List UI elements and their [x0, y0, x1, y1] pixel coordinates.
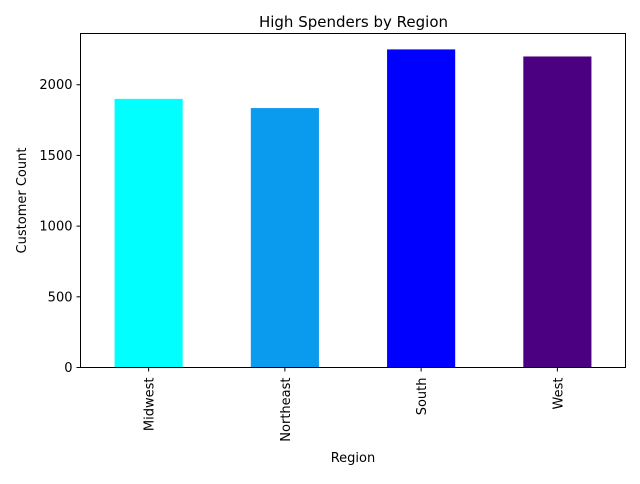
x-tick-label: West: [551, 378, 566, 410]
bar-south: [387, 49, 456, 368]
x-tick-label: South: [415, 378, 430, 416]
y-axis-title: Customer Count: [15, 148, 30, 254]
y-axis-ticks: 0 500 1000 1500 2000: [39, 78, 81, 376]
y-tick-label: 1500: [39, 149, 72, 164]
bars-layer: [114, 49, 592, 368]
x-tick-label: Northeast: [279, 378, 294, 442]
y-tick-label: 2000: [39, 78, 72, 93]
x-axis-title: Region: [331, 451, 376, 466]
bar-midwest: [114, 98, 183, 368]
y-tick-label: 1000: [39, 220, 72, 235]
chart-title: High Spenders by Region: [259, 13, 448, 31]
x-axis-ticks: Midwest Northeast South West: [143, 367, 566, 442]
plot-frame: [80, 33, 626, 368]
y-tick-label: 0: [64, 361, 72, 376]
bar-northeast: [250, 108, 319, 368]
y-tick-label: 500: [48, 290, 73, 305]
x-tick-label: Midwest: [143, 378, 158, 432]
bar-west: [523, 56, 592, 368]
